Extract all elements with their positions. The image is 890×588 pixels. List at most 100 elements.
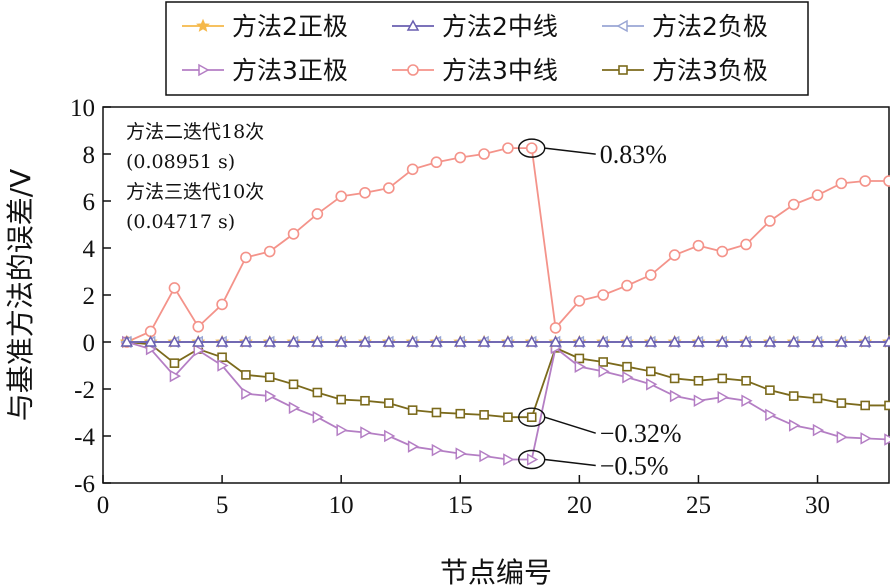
data-point	[596, 335, 610, 347]
data-point	[334, 335, 348, 347]
y-tick-label: -6	[74, 471, 95, 498]
data-point	[716, 245, 729, 258]
x-tick-label: 5	[216, 492, 229, 519]
data-point	[836, 430, 848, 444]
data-point	[788, 419, 801, 432]
data-point	[741, 375, 751, 386]
callout-layer: 0.83% −0.32% −0.5%	[518, 138, 682, 481]
data-point	[168, 282, 181, 294]
data-point	[335, 190, 347, 203]
data-point	[241, 370, 251, 380]
data-point	[120, 335, 134, 347]
data-point	[860, 400, 870, 411]
callout: −0.32%	[518, 407, 682, 448]
series-6	[122, 337, 890, 423]
data-point	[144, 335, 157, 347]
data-point	[431, 443, 443, 457]
data-point	[359, 186, 371, 199]
y-tick-label: -2	[74, 377, 95, 404]
data-point	[883, 175, 890, 187]
data-point	[501, 335, 515, 347]
data-point	[455, 408, 466, 419]
data-point	[692, 239, 705, 252]
data-point	[646, 366, 656, 377]
x-tick-label: 20	[567, 492, 592, 519]
callout-leader	[544, 458, 596, 467]
data-point	[336, 394, 346, 405]
data-point	[264, 389, 277, 403]
data-point	[312, 387, 323, 398]
data-point	[169, 369, 181, 383]
x-tick-label: 25	[686, 492, 711, 519]
data-point	[622, 370, 634, 384]
data-point	[741, 394, 753, 408]
data-point	[217, 352, 227, 363]
callout: −0.5%	[518, 449, 669, 481]
data-point	[384, 398, 394, 408]
data-point	[882, 335, 890, 347]
callout: 0.83%	[518, 138, 667, 169]
legend-marker	[196, 18, 210, 32]
legend-marker	[406, 19, 420, 31]
data-point	[503, 453, 515, 466]
y-tick-label: -4	[74, 424, 95, 451]
data-point	[835, 177, 848, 190]
data-point	[525, 335, 539, 347]
data-point	[312, 410, 324, 424]
legend-label: 方法2负极	[652, 12, 768, 41]
data-point	[383, 182, 395, 194]
data-point	[263, 245, 276, 258]
data-point	[453, 335, 467, 347]
data-point	[479, 410, 489, 420]
data-point	[668, 249, 681, 261]
data-point	[216, 298, 228, 311]
data-point	[549, 335, 562, 347]
data-point	[382, 335, 396, 347]
data-point	[669, 389, 682, 403]
y-tick-label: 2	[83, 283, 96, 310]
iteration-notes: 方法二迭代18次 (0.08951 s) 方法三迭代10次 (0.04717 s…	[126, 121, 264, 233]
y-tick-label: 0	[83, 330, 96, 357]
note-method2-iterations: 方法二迭代18次	[126, 121, 264, 143]
data-point	[692, 335, 705, 347]
data-point	[597, 289, 609, 301]
data-point	[215, 335, 229, 347]
data-point	[288, 401, 301, 415]
y-tick-label: 4	[83, 236, 96, 263]
data-point	[811, 189, 824, 201]
callout-leader	[544, 416, 596, 434]
legend-item: 方法3负极	[602, 56, 768, 85]
data-point	[311, 335, 324, 347]
legend-label: 方法2中线	[442, 12, 558, 41]
callout-leader	[544, 147, 596, 155]
data-point	[407, 440, 420, 453]
data-point	[693, 394, 705, 408]
data-point	[526, 412, 537, 423]
data-point	[169, 358, 180, 368]
data-point	[191, 335, 205, 347]
legend-marker	[407, 64, 419, 76]
series-5	[121, 142, 890, 348]
data-point	[573, 295, 586, 307]
y-tick-label: 8	[83, 142, 96, 169]
data-point	[621, 279, 633, 292]
data-point	[645, 269, 657, 281]
data-point	[525, 142, 538, 154]
data-point	[598, 357, 608, 367]
legend-label: 方法2正极	[232, 12, 348, 41]
data-point	[477, 335, 491, 347]
data-point	[478, 148, 490, 160]
data-point	[859, 175, 871, 187]
legend-item: 方法3中线	[392, 56, 558, 85]
data-point	[192, 320, 205, 333]
data-point	[620, 335, 634, 347]
data-point	[168, 335, 181, 347]
data-point	[406, 163, 419, 176]
data-point	[835, 335, 848, 347]
data-point	[740, 238, 752, 251]
data-point	[311, 208, 324, 220]
data-point	[715, 335, 729, 347]
data-point	[644, 335, 658, 347]
note-method3-iterations: 方法三迭代10次	[126, 181, 264, 203]
